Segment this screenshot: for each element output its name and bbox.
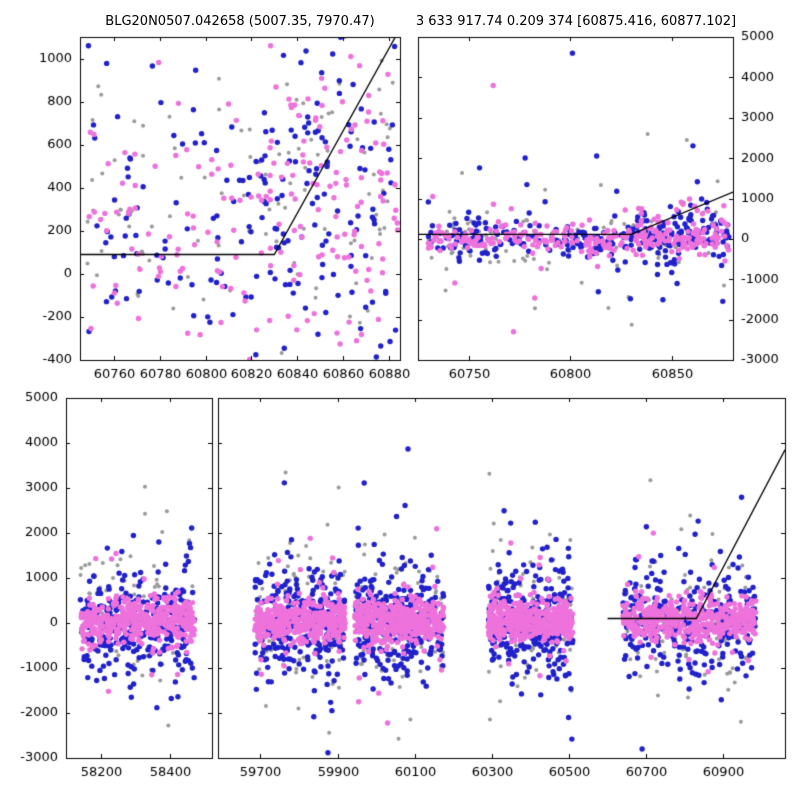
- plot1-title: BLG20N0507.042658 (5007.35, 7970.47): [105, 14, 375, 29]
- plot2-title: 3 633 917.74 0.209 374 [60875.416, 60877…: [415, 14, 737, 29]
